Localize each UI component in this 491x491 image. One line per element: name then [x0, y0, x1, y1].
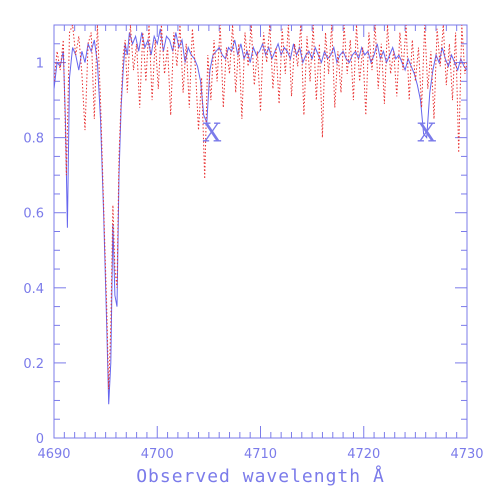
- x-tick-label: 4710: [244, 447, 277, 462]
- x-tick-label: 4720: [347, 447, 380, 462]
- x-tick-label: 4730: [450, 447, 483, 462]
- x-tick-label: 4700: [141, 447, 174, 462]
- y-tick-label: 0.4: [23, 282, 44, 297]
- annotation-marker: X: [417, 118, 436, 148]
- y-tick-labels: 0 0.2 0.4 0.6 0.8 1: [23, 57, 44, 447]
- plot-frame: [53, 24, 468, 439]
- x-tick-labels: 4690 4700 4710 4720 4730: [37, 447, 483, 462]
- x-tick-label: 4690: [37, 447, 70, 462]
- series-group: [54, 25, 467, 405]
- x-axis-label: Observed wavelength Å: [136, 465, 385, 487]
- annotation-marker: X: [203, 118, 222, 148]
- y-tick-label: 1: [36, 57, 44, 72]
- y-tick-label: 0: [36, 432, 44, 447]
- y-ticks: [54, 24, 467, 439]
- x-ticks: [53, 25, 468, 438]
- y-tick-label: 0.8: [23, 132, 44, 147]
- series-line-solid: [54, 28, 467, 405]
- y-tick-label: 0.2: [23, 357, 44, 372]
- y-tick-label: 0.6: [23, 207, 44, 222]
- series-line-dotted: [54, 25, 467, 390]
